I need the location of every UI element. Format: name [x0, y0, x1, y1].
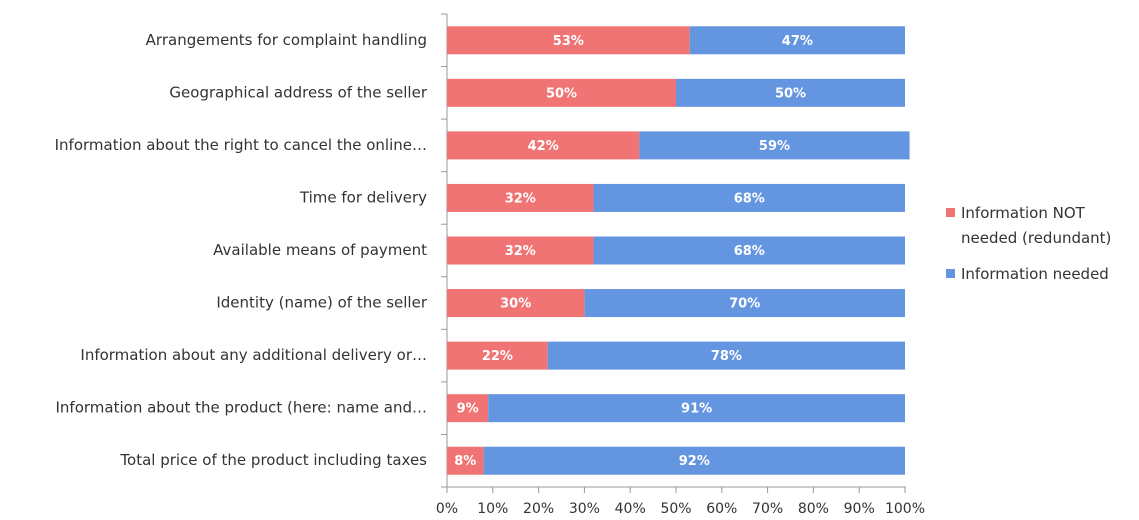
bar-segment: [447, 131, 640, 160]
x-tick-label: 40%: [615, 501, 646, 517]
data-label: 30%: [500, 297, 531, 312]
bar-segment: [447, 78, 676, 107]
bar-segment: [447, 289, 585, 318]
category-label: Available means of payment: [213, 241, 427, 259]
data-label: 70%: [729, 297, 760, 312]
data-label: 47%: [782, 34, 813, 49]
x-tick-label: 80%: [798, 501, 829, 517]
data-label: 68%: [734, 244, 765, 259]
bar-segment: [447, 394, 489, 423]
legend-swatch: [946, 269, 955, 278]
data-label: 9%: [457, 402, 479, 417]
category-label: Arrangements for complaint handling: [146, 31, 427, 49]
bar-segment: [483, 446, 905, 475]
data-label: 32%: [505, 191, 536, 206]
bar-segment: [639, 131, 910, 160]
data-label: 78%: [711, 349, 742, 364]
x-tick-label: 50%: [660, 501, 691, 517]
category-label: Information about the product (here: nam…: [56, 399, 428, 417]
legend-label: Information NOT needed (redundant): [961, 204, 1112, 247]
bar-segment: [676, 78, 905, 107]
bar-segment: [447, 236, 594, 265]
legend-swatch: [946, 208, 955, 217]
bar-segment: [547, 341, 905, 370]
legend-item: Information needed: [946, 262, 1139, 287]
data-label: 50%: [546, 86, 577, 101]
data-label: 59%: [759, 139, 790, 154]
x-tick-label: 10%: [477, 501, 508, 517]
data-label: 91%: [681, 402, 712, 417]
data-label: 68%: [734, 191, 765, 206]
legend-label: Information needed: [961, 265, 1109, 283]
bar-segment: [584, 289, 905, 318]
bar-segment: [593, 236, 905, 265]
bar-segment: [488, 394, 905, 423]
bar-segment: [447, 446, 484, 475]
x-tick-label: 30%: [569, 501, 600, 517]
x-tick-label: 70%: [752, 501, 783, 517]
x-tick-label: 0%: [436, 501, 458, 517]
data-label: 53%: [553, 34, 584, 49]
legend-item: Information NOT needed (redundant): [946, 201, 1136, 251]
data-label: 22%: [482, 349, 513, 364]
data-label: 32%: [505, 244, 536, 259]
data-label: 42%: [528, 139, 559, 154]
category-label: Geographical address of the seller: [169, 83, 427, 101]
x-tick-label: 60%: [706, 501, 737, 517]
data-label: 8%: [454, 454, 476, 469]
category-label: Information about the right to cancel th…: [55, 136, 427, 154]
bar-segment: [593, 183, 905, 212]
category-label: Information about any additional deliver…: [80, 346, 427, 364]
category-label: Total price of the product including tax…: [119, 451, 427, 469]
x-tick-label: 20%: [523, 501, 554, 517]
bar-segment: [447, 183, 594, 212]
x-tick-label: 90%: [844, 501, 875, 517]
bar-segment: [447, 341, 548, 370]
x-tick-label: 100%: [885, 501, 925, 517]
bar-segment: [689, 26, 905, 55]
bar-segment: [447, 26, 690, 55]
category-label: Time for delivery: [299, 188, 427, 206]
data-label: 92%: [679, 454, 710, 469]
data-label: 50%: [775, 86, 806, 101]
category-label: Identity (name) of the seller: [216, 294, 427, 312]
